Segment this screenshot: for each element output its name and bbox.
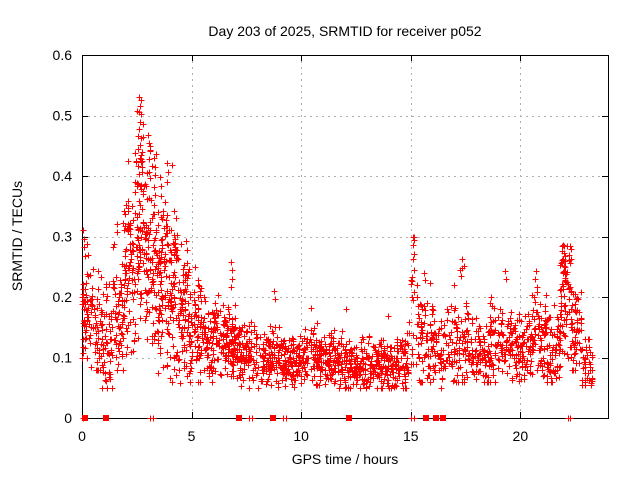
x-tick-label: 0 xyxy=(78,428,86,444)
chart-title: Day 203 of 2025, SRMTID for receiver p05… xyxy=(208,23,482,39)
data-points xyxy=(79,94,596,422)
y-tick-label: 0 xyxy=(64,410,72,426)
x-tick-label: 5 xyxy=(188,428,196,444)
x-axis-label: GPS time / hours xyxy=(291,451,399,467)
zero-square-marker xyxy=(433,415,439,421)
y-tick-label: 0.4 xyxy=(53,168,73,184)
y-tick-label: 0.2 xyxy=(53,289,73,305)
zero-square-marker xyxy=(346,415,352,421)
x-tick-label: 20 xyxy=(513,428,529,444)
zero-square-marker xyxy=(270,415,276,421)
y-tick-label: 0.1 xyxy=(53,350,73,366)
y-tick-label: 0.5 xyxy=(53,108,73,124)
y-tick-label: 0.3 xyxy=(53,229,73,245)
x-tick-label: 15 xyxy=(403,428,419,444)
zero-square-marker xyxy=(236,415,242,421)
x-tick-label: 10 xyxy=(293,428,309,444)
y-tick-label: 0.6 xyxy=(53,47,73,63)
zero-square-marker xyxy=(440,415,446,421)
zero-square-marker xyxy=(82,415,88,421)
zero-square-marker xyxy=(103,415,109,421)
zero-square-marker xyxy=(423,415,429,421)
